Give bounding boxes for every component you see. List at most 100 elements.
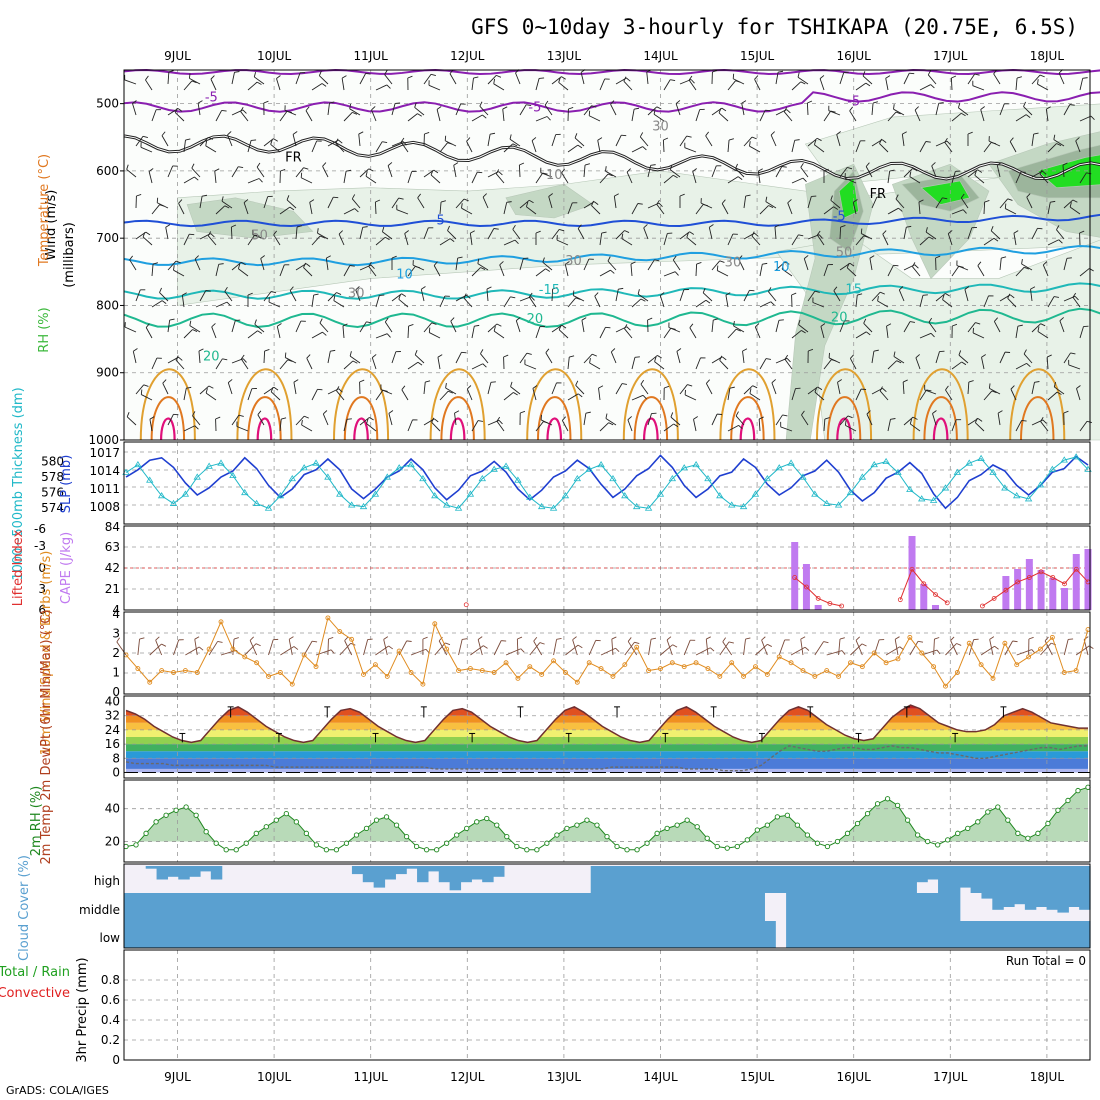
temp-frame <box>123 695 1091 779</box>
lifted-point <box>1062 581 1067 587</box>
wind-barb-icon <box>615 135 622 147</box>
rh2m-point <box>925 838 931 845</box>
wind-barb-icon <box>343 265 351 277</box>
wind-barb-icon <box>895 198 905 209</box>
thickness-point <box>763 474 772 482</box>
wind-barb-icon <box>912 168 918 171</box>
wind-barb-icon <box>311 389 318 401</box>
wind10-point <box>1073 668 1079 673</box>
wind-barb-icon <box>894 639 899 656</box>
wind-barb-icon <box>224 286 228 292</box>
wind-barb-icon <box>437 357 441 370</box>
contour-label: -5 <box>205 91 218 106</box>
cloud-cell <box>297 893 310 921</box>
wind-barb-icon <box>814 641 824 656</box>
wind-barb-icon <box>218 263 224 265</box>
lifted-point <box>463 602 469 608</box>
wind-barb-icon <box>162 379 167 384</box>
wind-barb-icon <box>388 645 394 650</box>
cloud-cell <box>840 921 852 948</box>
wind-barb-icon <box>935 255 941 259</box>
date-tick-top: 16JUL <box>837 49 872 63</box>
wind-barb-icon <box>951 419 957 432</box>
wind-barb-icon <box>575 385 585 395</box>
wind-barb-icon <box>231 72 235 85</box>
wind-barb-icon <box>727 140 730 153</box>
wind-barb-icon <box>850 354 855 359</box>
thickness-point <box>264 504 273 511</box>
cloud-cell <box>438 866 451 883</box>
thickness-point <box>193 473 201 480</box>
wind-barb-icon <box>1075 140 1081 153</box>
wind-barb-icon <box>887 419 891 432</box>
wind-barb-icon <box>530 296 535 301</box>
rh2m-point <box>904 817 911 823</box>
wind-barb-icon <box>935 197 943 209</box>
wind-barb-icon <box>791 234 799 246</box>
wind-barb-icon <box>813 139 817 145</box>
wind-barb-icon <box>977 169 983 173</box>
thickness-point <box>906 485 914 492</box>
wind-barb-icon <box>873 639 880 656</box>
temp-line <box>125 704 1088 744</box>
wind-barb-icon <box>581 317 587 321</box>
wind-barb-icon <box>453 165 457 178</box>
wind-barb-icon <box>974 73 980 76</box>
wind-barb-icon <box>175 260 181 264</box>
rh2m-point <box>534 847 540 853</box>
wind-barb-icon <box>384 317 389 323</box>
rh2m-point <box>714 843 720 850</box>
wind-barb-icon <box>544 104 553 116</box>
wind-barb-icon <box>915 354 920 359</box>
rh2m-label: 2m RH (%) <box>29 786 44 857</box>
wind10-label: 10m Wind Speed & Barbs (m/s) <box>39 551 54 756</box>
thickness-point <box>941 484 950 491</box>
wind10-point <box>883 660 889 666</box>
wind-barb-icon <box>167 71 170 85</box>
cloud-cell <box>482 893 494 921</box>
date-tick-bottom: 17JUL <box>933 1070 968 1084</box>
wind-barb-icon <box>631 394 644 401</box>
wind-barb-icon <box>333 295 336 301</box>
wind-barb-icon <box>751 136 757 140</box>
wind-barb-icon <box>135 136 144 147</box>
cloud-cell <box>720 921 733 948</box>
thickness-tick: 576 <box>41 486 64 500</box>
wind-barb-icon <box>599 233 603 246</box>
wind10-point <box>1049 634 1055 640</box>
wind-barb-icon <box>1047 239 1059 246</box>
wind-barb-icon <box>564 264 569 277</box>
isotherm-line <box>124 307 1100 328</box>
cloud-cell <box>916 893 928 921</box>
cloud-cell <box>493 921 505 948</box>
wind-barb-icon <box>198 351 201 364</box>
wind-barb-icon <box>152 262 158 265</box>
wind-barb-icon <box>1042 170 1047 175</box>
cloud-cell <box>970 921 983 948</box>
wind-barb-icon <box>648 639 652 656</box>
wind-barb-icon <box>784 261 790 265</box>
wind-barb-icon <box>205 392 217 401</box>
wind-barb-icon <box>194 636 200 640</box>
rh2m-point <box>133 842 139 848</box>
wind-barb-icon <box>666 636 672 641</box>
wind-barb-icon <box>761 636 766 641</box>
wind-barb-icon <box>647 413 652 426</box>
wind-barb-icon <box>305 263 311 268</box>
lifted-point <box>1003 587 1009 593</box>
wind-barb-icon <box>493 326 496 332</box>
wind-barb-icon <box>631 357 636 370</box>
wind-barb-icon <box>343 112 353 122</box>
isotherm-arch <box>836 417 852 441</box>
wind-barb-icon <box>1079 230 1085 234</box>
wind-barb-icon <box>925 141 931 143</box>
cloud-cell <box>666 921 679 948</box>
wind10-point <box>539 672 545 677</box>
wind-barb-icon <box>258 178 263 183</box>
wind-barb-icon <box>716 265 719 271</box>
cloud-cell <box>362 893 375 921</box>
wind10-point <box>503 660 509 666</box>
wind-barb-icon <box>906 225 912 228</box>
cloud-cell <box>460 921 472 948</box>
wind-barb-icon <box>745 637 751 640</box>
